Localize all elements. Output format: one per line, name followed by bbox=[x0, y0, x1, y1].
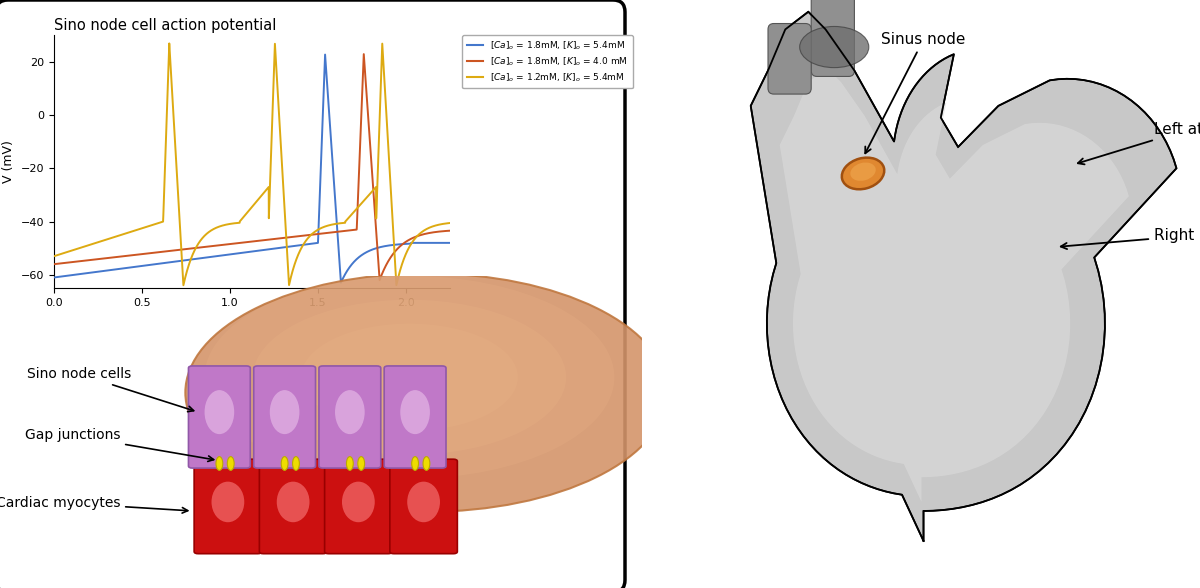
Ellipse shape bbox=[842, 158, 884, 189]
FancyBboxPatch shape bbox=[390, 459, 457, 554]
Ellipse shape bbox=[204, 276, 614, 479]
Text: Left atria: Left atria bbox=[1078, 122, 1200, 165]
FancyBboxPatch shape bbox=[194, 459, 262, 554]
Ellipse shape bbox=[293, 457, 299, 470]
Ellipse shape bbox=[851, 162, 876, 181]
Ellipse shape bbox=[204, 390, 234, 434]
Ellipse shape bbox=[424, 457, 430, 470]
Polygon shape bbox=[780, 68, 1129, 502]
Ellipse shape bbox=[277, 482, 310, 522]
FancyBboxPatch shape bbox=[319, 366, 380, 468]
Text: Sino node cells: Sino node cells bbox=[28, 367, 193, 412]
Ellipse shape bbox=[412, 457, 419, 470]
Ellipse shape bbox=[335, 390, 365, 434]
Ellipse shape bbox=[281, 457, 288, 470]
FancyBboxPatch shape bbox=[0, 0, 625, 588]
Y-axis label: V (mV): V (mV) bbox=[2, 141, 16, 183]
FancyBboxPatch shape bbox=[811, 0, 854, 76]
FancyBboxPatch shape bbox=[188, 366, 251, 468]
Ellipse shape bbox=[227, 457, 234, 470]
Ellipse shape bbox=[342, 482, 374, 522]
FancyBboxPatch shape bbox=[384, 366, 446, 468]
FancyBboxPatch shape bbox=[253, 366, 316, 468]
Text: Cardiac myocytes: Cardiac myocytes bbox=[0, 496, 188, 513]
Ellipse shape bbox=[211, 482, 245, 522]
Text: Right atria: Right atria bbox=[1061, 228, 1200, 249]
Ellipse shape bbox=[358, 457, 365, 470]
Ellipse shape bbox=[270, 390, 300, 434]
FancyBboxPatch shape bbox=[259, 459, 326, 554]
Ellipse shape bbox=[253, 300, 566, 455]
FancyBboxPatch shape bbox=[325, 459, 392, 554]
Ellipse shape bbox=[799, 26, 869, 68]
Text: Sino node cell action potential: Sino node cell action potential bbox=[54, 18, 276, 33]
Ellipse shape bbox=[301, 323, 518, 431]
Ellipse shape bbox=[185, 273, 667, 512]
Legend: $[Ca]_o$ = 1.8mM, $[K]_o$ = 5.4mM, $[Ca]_o$ = 1.8mM, $[K]_o$ = 4.0 mM, $[Ca]_o$ : $[Ca]_o$ = 1.8mM, $[K]_o$ = 5.4mM, $[Ca]… bbox=[462, 35, 632, 88]
Text: Sinus node: Sinus node bbox=[865, 32, 966, 153]
Ellipse shape bbox=[407, 482, 440, 522]
FancyBboxPatch shape bbox=[768, 24, 811, 94]
Polygon shape bbox=[751, 12, 1176, 541]
Ellipse shape bbox=[347, 457, 353, 470]
Ellipse shape bbox=[216, 457, 223, 470]
Ellipse shape bbox=[401, 390, 430, 434]
Text: Gap junctions: Gap junctions bbox=[25, 428, 214, 462]
